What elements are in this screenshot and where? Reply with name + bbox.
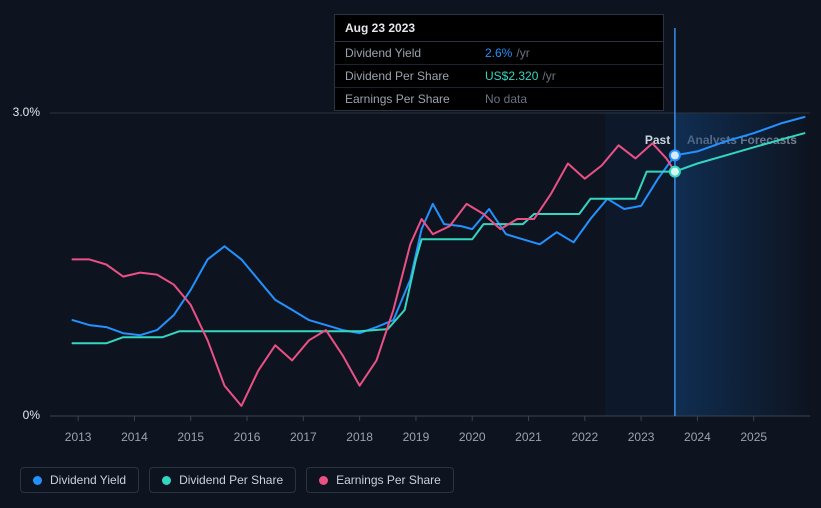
x-axis-tick: 2020	[459, 430, 486, 444]
dividend-chart: 0%3.0% Past Analysts Forecasts 201320142…	[0, 0, 821, 508]
tooltip-row: Dividend Yield2.6%/yr	[335, 42, 663, 65]
hover-tooltip: Aug 23 2023 Dividend Yield2.6%/yrDividen…	[334, 14, 664, 111]
tooltip-value: 2.6%/yr	[485, 46, 653, 60]
x-axis-tick: 2013	[65, 430, 92, 444]
x-axis-tick: 2015	[177, 430, 204, 444]
legend: Dividend Yield Dividend Per Share Earnings…	[20, 467, 454, 493]
x-axis-tick: 2022	[571, 430, 598, 444]
x-axis-tick: 2018	[346, 430, 373, 444]
x-axis-tick: 2014	[121, 430, 148, 444]
legend-swatch	[33, 476, 42, 485]
legend-item[interactable]: Dividend Yield	[20, 467, 139, 493]
tooltip-row: Dividend Per ShareUS$2.320/yr	[335, 65, 663, 88]
tooltip-date: Aug 23 2023	[335, 15, 663, 42]
x-axis-tick: 2023	[628, 430, 655, 444]
x-axis-tick: 2025	[740, 430, 767, 444]
x-axis-tick: 2019	[403, 430, 430, 444]
tooltip-key: Dividend Yield	[345, 46, 485, 60]
legend-item[interactable]: Earnings Per Share	[306, 467, 454, 493]
series-marker	[670, 167, 680, 177]
legend-label: Dividend Per Share	[179, 473, 283, 487]
x-axis-tick: 2024	[684, 430, 711, 444]
tooltip-key: Earnings Per Share	[345, 92, 485, 106]
x-axis-tick: 2016	[234, 430, 261, 444]
tooltip-row: Earnings Per ShareNo data	[335, 88, 663, 110]
legend-label: Dividend Yield	[50, 473, 126, 487]
x-axis-tick: 2021	[515, 430, 542, 444]
tooltip-value: No data	[485, 92, 653, 106]
x-axis-tick: 2017	[290, 430, 317, 444]
series-line	[73, 143, 675, 406]
series-marker	[670, 150, 680, 160]
legend-swatch	[319, 476, 328, 485]
tooltip-value: US$2.320/yr	[485, 69, 653, 83]
legend-item[interactable]: Dividend Per Share	[149, 467, 296, 493]
legend-swatch	[162, 476, 171, 485]
legend-label: Earnings Per Share	[336, 473, 441, 487]
tooltip-key: Dividend Per Share	[345, 69, 485, 83]
